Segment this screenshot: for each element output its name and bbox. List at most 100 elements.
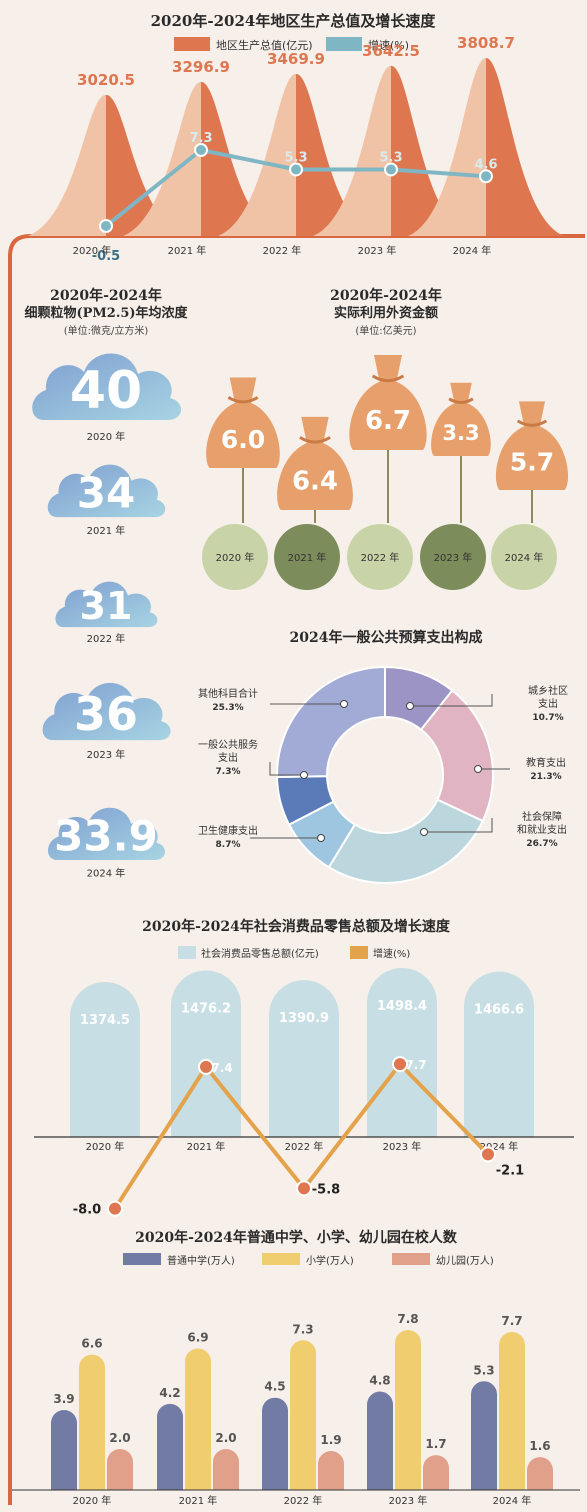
budget-leader-line xyxy=(410,694,493,707)
gdp-value-label: 3020.5 xyxy=(77,71,135,89)
school-value-label: 7.7 xyxy=(501,1314,522,1328)
fdi-year-label: 2023 年 xyxy=(434,551,473,564)
school-legend-swatch xyxy=(123,1253,161,1265)
gdp-year-label: 2022 年 xyxy=(263,244,302,257)
fdi-year-label: 2022 年 xyxy=(361,551,400,564)
retail-growth-legend-label: 增速(%) xyxy=(373,947,410,960)
budget-leader-dot xyxy=(317,834,325,842)
pm-cloud-shape xyxy=(32,353,182,420)
budget-slice-label: 社会保障 xyxy=(522,810,562,823)
budget-leader-dot xyxy=(300,771,308,779)
school-value-label: 2.0 xyxy=(109,1431,130,1445)
school-year-label: 2023 年 xyxy=(389,1494,428,1507)
school-value-label: 1.7 xyxy=(425,1437,446,1451)
pm-cloud-shape xyxy=(55,581,158,628)
fdi-year-label: 2021 年 xyxy=(288,551,327,564)
budget-slice-pct: 10.7% xyxy=(532,713,563,723)
budget-slice-label: 支出 xyxy=(218,751,238,764)
retail-bar xyxy=(367,968,437,1137)
school-bar xyxy=(185,1348,211,1490)
school-bar xyxy=(395,1330,421,1490)
budget-slice-label: 一般公共服务 xyxy=(198,738,258,751)
budget-slice xyxy=(276,665,386,779)
growth-point xyxy=(289,162,303,177)
gdp-legend-label: 地区生产总值(亿元) xyxy=(216,38,313,52)
pm-cloud-shape xyxy=(47,464,166,518)
fdi-subtitle: 实际利用外资金额 xyxy=(334,305,438,321)
budget-slice-pct: 7.3% xyxy=(216,767,241,777)
budget-slice-pct: 26.7% xyxy=(526,839,557,849)
budget-leader-dot xyxy=(406,702,414,710)
fdi-bag-tie xyxy=(516,419,548,427)
school-value-label: 1.6 xyxy=(529,1439,550,1453)
fdi-bag xyxy=(277,416,353,510)
frame-border xyxy=(8,234,585,1505)
pm-cloud xyxy=(47,807,166,861)
school-value-label: 2.0 xyxy=(215,1431,236,1445)
fdi-value-label: 3.3 xyxy=(442,421,479,445)
pm-unit: (单位:微克/立方米) xyxy=(64,324,149,337)
school-bar xyxy=(213,1448,239,1490)
gdp-mountain-front xyxy=(391,65,469,237)
retail-value-label: 1466.6 xyxy=(474,1003,524,1018)
school-bar xyxy=(499,1332,525,1490)
pm-value-label: 31 xyxy=(80,584,133,628)
retail-value-label: 1390.9 xyxy=(279,1011,329,1026)
growth-point xyxy=(479,169,493,184)
fdi-bag-tie xyxy=(371,374,405,383)
pm-year-label: 2023 年 xyxy=(87,748,126,761)
fdi-value-label: 5.7 xyxy=(510,448,554,477)
school-value-label: 6.6 xyxy=(81,1337,102,1351)
school-value-label: 3.9 xyxy=(53,1392,74,1406)
gdp-mountain-front xyxy=(296,73,374,236)
pm-cloud-shape xyxy=(42,682,171,741)
pm-year-label: 2024 年 xyxy=(87,867,126,880)
fdi-year-circle xyxy=(202,524,268,590)
retail-growth-point xyxy=(296,1180,312,1197)
fdi-year-circle xyxy=(491,524,557,590)
retail-year-label: 2023 年 xyxy=(383,1140,422,1153)
fdi-value-label: 6.4 xyxy=(292,467,338,497)
pm-cloud xyxy=(55,581,158,628)
growth-legend-swatch xyxy=(326,37,362,51)
fdi-bag xyxy=(349,355,427,450)
gdp-year-label: 2023 年 xyxy=(358,244,397,257)
school-legend-label: 幼儿园(万人) xyxy=(436,1254,494,1267)
growth-point xyxy=(194,143,208,157)
school-bar xyxy=(527,1457,553,1490)
fdi-value-label: 6.0 xyxy=(221,425,265,454)
budget-slice-label: 支出 xyxy=(538,697,558,710)
budget-slice-label: 其他科目合计 xyxy=(198,687,258,700)
school-year-label: 2022 年 xyxy=(284,1494,323,1507)
pm-value-label: 40 xyxy=(70,361,142,421)
pm-subtitle: 细颗粒物(PM2.5)年均浓度 xyxy=(24,305,188,321)
school-bar xyxy=(318,1451,344,1490)
gdp-mountain-front xyxy=(201,81,279,236)
retail-bar xyxy=(70,981,140,1137)
retail-year-label: 2021 年 xyxy=(187,1140,226,1153)
retail-growth-point xyxy=(392,1056,408,1073)
budget-slice-label: 城乡社区 xyxy=(528,684,568,697)
growth-value-label: 7.3 xyxy=(189,131,212,146)
pm-cloud xyxy=(32,353,182,420)
fdi-year-circle xyxy=(274,524,340,590)
retail-title: 2020年-2024年社会消费品零售总额及增长速度 xyxy=(142,918,451,935)
budget-slice-pct: 8.7% xyxy=(216,840,241,850)
school-title: 2020年-2024年普通中学、小学、幼儿园在校人数 xyxy=(135,1229,458,1246)
retail-growth-label: 7.4 xyxy=(211,1061,232,1075)
school-value-label: 5.3 xyxy=(473,1363,494,1377)
growth-point xyxy=(384,162,398,177)
budget-leader-dot xyxy=(340,700,348,708)
retail-growth-label: -8.0 xyxy=(73,1203,101,1218)
retail-legend-swatch xyxy=(178,946,196,959)
school-bar xyxy=(107,1448,133,1490)
school-legend-label: 普通中学(万人) xyxy=(167,1254,235,1267)
budget-slice-label: 和就业支出 xyxy=(517,823,567,836)
fdi-year-circle xyxy=(347,524,413,590)
fdi-value-label: 6.7 xyxy=(365,406,411,436)
school-bar xyxy=(471,1381,497,1490)
budget-title: 2024年一般公共预算支出构成 xyxy=(290,629,483,646)
retail-growth-legend-swatch xyxy=(350,946,368,959)
school-value-label: 7.8 xyxy=(397,1312,418,1326)
